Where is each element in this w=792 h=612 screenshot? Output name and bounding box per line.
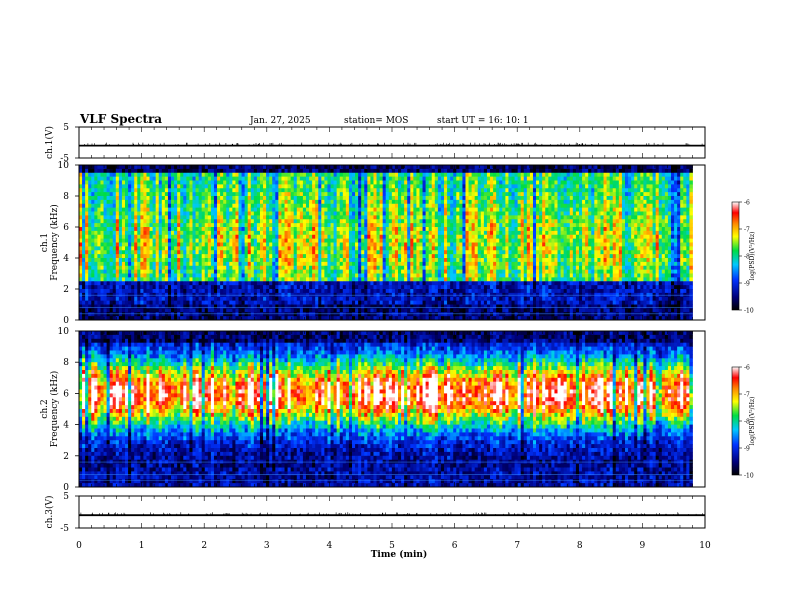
ch1-spectrogram-ytick-label: 8 (63, 192, 69, 202)
ch3-voltage-ylabel: ch.3(V) (44, 496, 55, 529)
x-tick-label: 9 (640, 541, 646, 551)
date-label: Jan. 27, 2025 (249, 116, 311, 126)
colorbar-label: log(PSD)(V²/Hz) (749, 232, 756, 281)
colorbar-tick-label: -9 (744, 446, 750, 453)
ch1-spectrogram-ytick-label: 4 (63, 254, 69, 264)
ch1-voltage-panel: 5-5ch.1(V) (44, 123, 705, 164)
colorbar-gradient (732, 367, 739, 475)
ch1-voltage-ytick-label: 5 (63, 123, 69, 133)
ch1-spectrogram-ytick-label: 10 (58, 161, 70, 171)
ch2-spectrogram-ytick-label: 2 (63, 452, 69, 462)
figure-title: VLF Spectra (79, 112, 162, 126)
colorbar-tick-label: -9 (744, 281, 750, 288)
ch2-spectrogram-ytick-label: 8 (63, 358, 69, 368)
colorbars: -6-7-8-9-10log(PSD)(V²/Hz)-6-7-8-9-10log… (732, 200, 756, 480)
x-tick-label: 2 (201, 541, 207, 551)
x-tick-label: 1 (139, 541, 145, 551)
ch2-spectrogram-ytick-label: 6 (63, 389, 69, 399)
x-tick-label: 3 (264, 541, 270, 551)
ch2-spectrogram-cells (79, 331, 693, 487)
ch1-spectrogram-panel: 0 2 4 6 8 10 ch.1Frequency (kHz) (40, 161, 705, 326)
ch2-spectrogram-ylabel: ch.2Frequency (kHz) (40, 371, 60, 448)
x-tick-label: 0 (76, 541, 82, 551)
colorbar-tick-label: -6 (744, 200, 750, 207)
ch2-spectrogram-ytick-label: 10 (58, 327, 70, 337)
ch1-voltage-ylabel: ch.1(V) (44, 126, 55, 159)
ch1-spectrogram-ytick-label: 2 (63, 285, 69, 295)
x-tick-label: 4 (327, 541, 333, 551)
ch1-spectrogram-cells (79, 165, 693, 320)
colorbar-label: log(PSD)(V²/Hz) (749, 397, 756, 446)
ch1-spectrogram-ytick-label: 6 (63, 223, 69, 233)
x-tick-label: 7 (514, 541, 520, 551)
x-tick-label: 10 (699, 541, 711, 551)
x-tick-label: 8 (577, 541, 583, 551)
colorbar-tick-label: -10 (744, 473, 754, 480)
x-axis-label: Time (min) (371, 549, 428, 560)
ch2-spectrogram-ytick-label: 4 (63, 421, 69, 431)
ch3-voltage-ytick-label: 5 (63, 492, 69, 502)
ch3-voltage-panel: 5 -5 ch.3(V) (44, 492, 705, 534)
colorbar-tick-label: -10 (744, 308, 754, 315)
colorbar-gradient (732, 202, 739, 310)
x-tick-label: 6 (452, 541, 458, 551)
ch1-spectrogram-ytick-label: 0 (63, 316, 69, 326)
ch1-spectrogram-ylabel: ch.1Frequency (kHz) (40, 204, 60, 281)
colorbar-tick-label: -6 (744, 365, 750, 372)
ch3-voltage-ytick-label: -5 (60, 524, 69, 534)
station-label: station= MOS (344, 116, 408, 126)
start-time-label: start UT = 16: 10: 1 (437, 116, 529, 126)
